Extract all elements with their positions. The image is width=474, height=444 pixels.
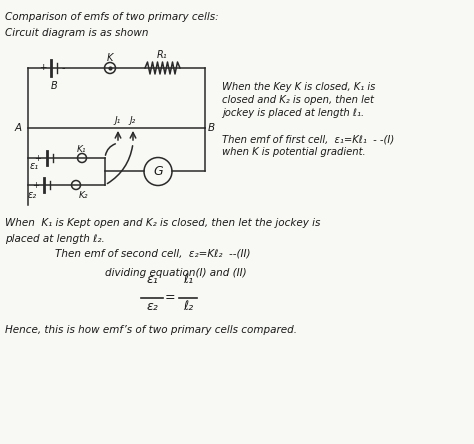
Text: closed and K₂ is open, then let: closed and K₂ is open, then let <box>222 95 374 105</box>
Text: dividing equation(I) and (II): dividing equation(I) and (II) <box>105 268 246 278</box>
Text: Circuit diagram is as shown: Circuit diagram is as shown <box>5 28 148 38</box>
Text: jockey is placed at length ℓ₁.: jockey is placed at length ℓ₁. <box>222 108 364 118</box>
Text: ε₂: ε₂ <box>27 190 36 200</box>
Text: K₁: K₁ <box>77 144 87 154</box>
Text: when K is potential gradient.: when K is potential gradient. <box>222 147 365 157</box>
Text: =: = <box>164 292 175 305</box>
Text: Comparison of emfs of two primary cells:: Comparison of emfs of two primary cells: <box>5 12 219 22</box>
Text: +: + <box>35 154 41 163</box>
Text: R₁: R₁ <box>157 50 168 60</box>
Text: ε₁: ε₁ <box>146 273 158 286</box>
Text: ε₁: ε₁ <box>29 161 38 171</box>
Text: ε₂: ε₂ <box>146 300 158 313</box>
Text: G: G <box>153 165 163 178</box>
Text: +: + <box>33 181 39 190</box>
Text: When  K₁ is Kept open and K₂ is closed, then let the jockey is: When K₁ is Kept open and K₂ is closed, t… <box>5 218 320 228</box>
Text: Hence, this is how emf’s of two primary cells compared.: Hence, this is how emf’s of two primary … <box>5 325 297 335</box>
Text: B: B <box>208 123 215 133</box>
Text: B: B <box>51 81 57 91</box>
Text: Then emf of first cell,  ε₁=Kℓ₁  - -(I): Then emf of first cell, ε₁=Kℓ₁ - -(I) <box>222 134 394 144</box>
Text: J₁: J₁ <box>115 115 121 124</box>
Text: When the Key K is closed, K₁ is: When the Key K is closed, K₁ is <box>222 82 375 92</box>
Text: A: A <box>14 123 21 133</box>
Text: K: K <box>107 53 113 63</box>
Text: placed at length ℓ₂.: placed at length ℓ₂. <box>5 234 105 244</box>
Text: Then emf of second cell,  ε₂=Kℓ₂  --(II): Then emf of second cell, ε₂=Kℓ₂ --(II) <box>55 248 250 258</box>
Text: K₂: K₂ <box>79 190 89 199</box>
Text: -: - <box>61 63 65 73</box>
Text: ℓ₂: ℓ₂ <box>183 300 193 313</box>
Text: J₂: J₂ <box>130 115 136 124</box>
Text: ℓ₁: ℓ₁ <box>183 273 193 286</box>
Text: +: + <box>39 63 47 72</box>
